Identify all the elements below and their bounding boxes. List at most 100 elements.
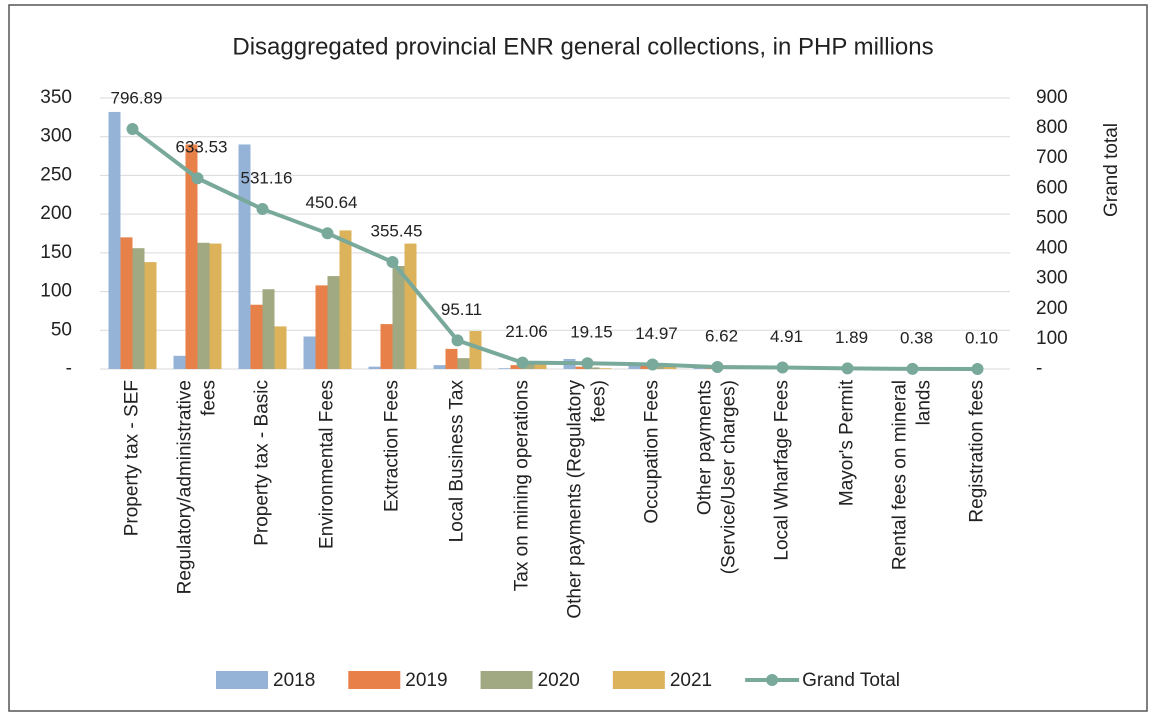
x-tick-label-line: Tax on mining operations bbox=[512, 380, 533, 591]
bar bbox=[404, 243, 417, 369]
y-tick-label: 300 bbox=[40, 126, 72, 147]
bar bbox=[132, 248, 145, 369]
y2-tick-label: 300 bbox=[1036, 268, 1068, 289]
x-tick-label-line: Other payments bbox=[695, 380, 716, 515]
x-tick-label-line: Regulatory/administrative bbox=[175, 380, 196, 594]
bar bbox=[173, 355, 186, 369]
legend-label: 2018 bbox=[273, 670, 315, 691]
bar bbox=[209, 243, 222, 369]
data-label: 355.45 bbox=[371, 221, 423, 240]
bar bbox=[457, 358, 470, 369]
x-tick-label-line: fees bbox=[199, 380, 220, 416]
x-tick-label: Local Wharfage Fees bbox=[772, 380, 793, 561]
legend-swatch bbox=[216, 671, 268, 689]
y-tick-label: 100 bbox=[40, 281, 72, 302]
x-tick-label: Local Business Tax bbox=[447, 380, 468, 543]
y2-tick-label: 500 bbox=[1036, 207, 1068, 228]
y2-tick-label: 900 bbox=[1036, 87, 1068, 108]
y2-tick-label: 400 bbox=[1036, 238, 1068, 259]
bar bbox=[587, 367, 600, 369]
y2-tick-label: 100 bbox=[1036, 328, 1068, 349]
bar bbox=[510, 365, 523, 369]
data-label: 0.10 bbox=[965, 328, 998, 347]
x-tick-label-line: Local Business Tax bbox=[447, 380, 468, 543]
y-tick-label: 350 bbox=[40, 87, 72, 108]
data-label: 21.06 bbox=[505, 322, 548, 341]
x-tick-label: Other payments (Service/User charges) bbox=[695, 380, 740, 574]
x-tick-label-line: Environmental Fees bbox=[317, 380, 338, 549]
x-tick-label-line: lands bbox=[914, 380, 935, 425]
x-tick-label: Environmental Fees bbox=[317, 380, 338, 549]
line bbox=[131, 127, 978, 371]
bar bbox=[108, 111, 121, 370]
line-point bbox=[581, 357, 594, 370]
bar bbox=[274, 326, 287, 369]
line-point bbox=[516, 356, 529, 369]
line-point bbox=[711, 361, 724, 374]
legend-marker bbox=[766, 674, 779, 686]
x-tick-label-line: Property tax - Basic bbox=[252, 380, 273, 546]
x-tick-label-line: fees) bbox=[589, 380, 610, 422]
x-tick-label: Property tax - Basic bbox=[252, 380, 273, 546]
x-tick-label: Other payments (Regulatory fees) bbox=[565, 380, 610, 619]
bar bbox=[640, 365, 653, 369]
legend-label: Grand Total bbox=[802, 670, 900, 691]
chart-border bbox=[8, 4, 1148, 712]
legend-swatch bbox=[348, 671, 401, 689]
bar bbox=[120, 237, 133, 369]
y-tick-label: - bbox=[66, 358, 72, 379]
data-label: 14.97 bbox=[635, 324, 678, 343]
data-label: 633.53 bbox=[176, 138, 228, 157]
legend-label: 2020 bbox=[538, 670, 580, 691]
data-label: 0.38 bbox=[900, 328, 933, 347]
bar bbox=[380, 324, 393, 369]
bar bbox=[575, 366, 588, 369]
x-tick-label-line: Extraction Fees bbox=[382, 380, 403, 512]
y-tick-label: 150 bbox=[40, 242, 72, 263]
bar bbox=[185, 144, 198, 369]
bar bbox=[469, 331, 482, 369]
x-tick-label-line: Rental fees on mineral bbox=[890, 380, 911, 570]
bar bbox=[664, 366, 677, 369]
bar bbox=[262, 289, 275, 369]
bar bbox=[599, 368, 612, 369]
bar bbox=[327, 276, 340, 369]
x-tick-label: Tax on mining operations bbox=[512, 380, 533, 591]
x-tick-label-line: (Service/User charges) bbox=[719, 380, 740, 574]
x-tick-label: Rental fees on mineral lands bbox=[890, 380, 935, 570]
x-tick-label: Regulatory/administrative fees bbox=[175, 380, 220, 594]
line-point bbox=[906, 362, 919, 375]
legend-swatch bbox=[480, 671, 533, 689]
bar bbox=[197, 242, 210, 369]
data-label: 1.89 bbox=[835, 328, 868, 347]
x-tick-label-line: Occupation Fees bbox=[642, 380, 663, 524]
chart-title: Disaggregated provincial ENR general col… bbox=[232, 33, 933, 60]
bar bbox=[433, 365, 446, 369]
line-point bbox=[971, 362, 984, 375]
bar bbox=[498, 368, 511, 369]
data-label: 6.62 bbox=[705, 326, 738, 345]
data-label: 796.89 bbox=[111, 89, 163, 108]
data-label: 450.64 bbox=[306, 193, 358, 212]
bar bbox=[303, 336, 316, 369]
x-tick-label: Mayor's Permit bbox=[837, 379, 858, 506]
data-label: 4.91 bbox=[770, 327, 803, 346]
x-tick-label-line: Property tax - SEF bbox=[122, 380, 143, 536]
y-tick-label: 50 bbox=[51, 319, 72, 340]
line-point bbox=[191, 172, 204, 185]
y2-tick-label: 800 bbox=[1036, 117, 1068, 138]
legend-label: 2019 bbox=[405, 670, 447, 691]
data-label: 19.15 bbox=[570, 323, 613, 342]
bar bbox=[144, 262, 157, 369]
bar bbox=[652, 366, 665, 369]
line-point bbox=[646, 358, 659, 371]
bar bbox=[522, 362, 535, 369]
x-tick-label-line: Registration fees bbox=[967, 380, 988, 523]
legend-label: 2021 bbox=[670, 670, 712, 691]
y2-axis-label: Grand total bbox=[1101, 123, 1122, 217]
bar bbox=[368, 366, 381, 369]
y2-tick-label: 700 bbox=[1036, 147, 1068, 168]
x-tick-label-line: Local Wharfage Fees bbox=[772, 380, 793, 561]
bar bbox=[534, 363, 547, 369]
